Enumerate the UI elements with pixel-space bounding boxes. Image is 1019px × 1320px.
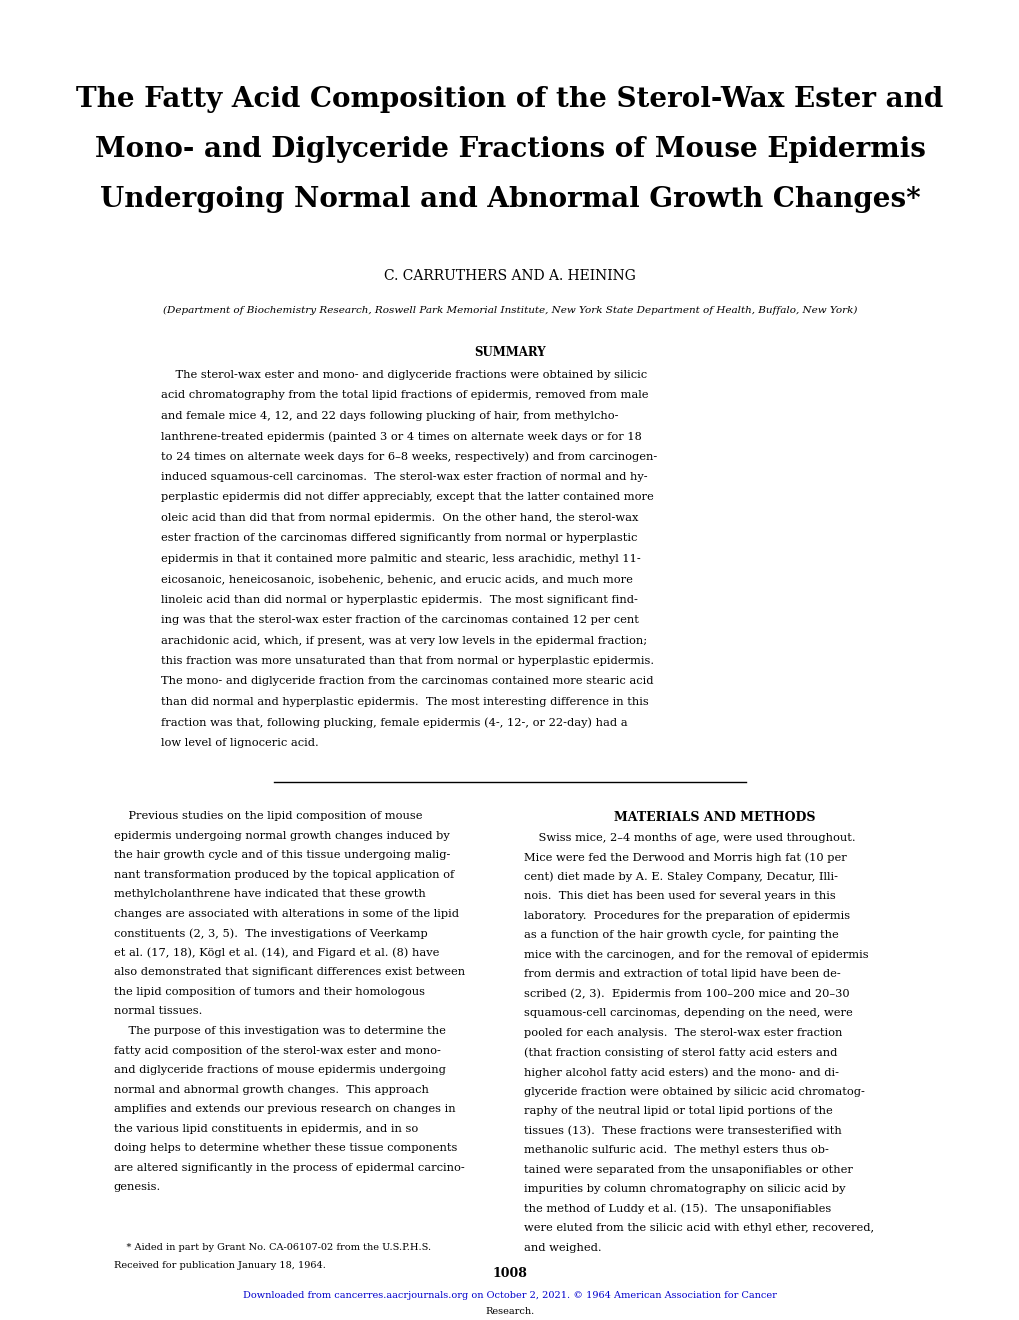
Text: arachidonic acid, which, if present, was at very low levels in the epidermal fra: arachidonic acid, which, if present, was… (161, 635, 646, 645)
Text: tained were separated from the unsaponifiables or other: tained were separated from the unsaponif… (524, 1164, 852, 1175)
Text: (that fraction consisting of sterol fatty acid esters and: (that fraction consisting of sterol fatt… (524, 1048, 837, 1059)
Text: and diglyceride fractions of mouse epidermis undergoing: and diglyceride fractions of mouse epide… (114, 1065, 445, 1074)
Text: as a function of the hair growth cycle, for painting the: as a function of the hair growth cycle, … (524, 931, 838, 940)
Text: oleic acid than did that from normal epidermis.  On the other hand, the sterol-w: oleic acid than did that from normal epi… (161, 512, 638, 523)
Text: Swiss mice, 2–4 months of age, were used throughout.: Swiss mice, 2–4 months of age, were used… (524, 833, 855, 842)
Text: the method of Luddy et al. (15).  The unsaponifiables: the method of Luddy et al. (15). The uns… (524, 1204, 830, 1214)
Text: methylcholanthrene have indicated that these growth: methylcholanthrene have indicated that t… (114, 890, 425, 899)
Text: than did normal and hyperplastic epidermis.  The most interesting difference in : than did normal and hyperplastic epiderm… (161, 697, 648, 708)
Text: Received for publication January 18, 1964.: Received for publication January 18, 196… (114, 1261, 325, 1270)
Text: doing helps to determine whether these tissue components: doing helps to determine whether these t… (114, 1143, 457, 1154)
Text: nant transformation produced by the topical application of: nant transformation produced by the topi… (114, 870, 453, 879)
Text: Research.: Research. (485, 1307, 534, 1316)
Text: scribed (2, 3).  Epidermis from 100–200 mice and 20–30: scribed (2, 3). Epidermis from 100–200 m… (524, 989, 849, 999)
Text: nois.  This diet has been used for several years in this: nois. This diet has been used for severa… (524, 891, 836, 902)
Text: fatty acid composition of the sterol-wax ester and mono-: fatty acid composition of the sterol-wax… (114, 1045, 440, 1056)
Text: C. CARRUTHERS AND A. HEINING: C. CARRUTHERS AND A. HEINING (384, 269, 635, 284)
Text: ing was that the sterol-wax ester fraction of the carcinomas contained 12 per ce: ing was that the sterol-wax ester fracti… (161, 615, 638, 626)
Text: fraction was that, following plucking, female epidermis (4-, 12-, or 22-day) had: fraction was that, following plucking, f… (161, 717, 627, 729)
Text: the various lipid constituents in epidermis, and in so: the various lipid constituents in epider… (114, 1123, 418, 1134)
Text: ester fraction of the carcinomas differed significantly from normal or hyperplas: ester fraction of the carcinomas differe… (161, 533, 637, 544)
Text: The Fatty Acid Composition of the Sterol-Wax Ester and: The Fatty Acid Composition of the Sterol… (76, 86, 943, 112)
Text: 1008: 1008 (492, 1267, 527, 1280)
Text: The mono- and diglyceride fraction from the carcinomas contained more stearic ac: The mono- and diglyceride fraction from … (161, 676, 653, 686)
Text: to 24 times on alternate week days for 6–8 weeks, respectively) and from carcino: to 24 times on alternate week days for 6… (161, 451, 656, 462)
Text: Mice were fed the Derwood and Morris high fat (10 per: Mice were fed the Derwood and Morris hig… (524, 853, 846, 863)
Text: are altered significantly in the process of epidermal carcino-: are altered significantly in the process… (114, 1163, 464, 1172)
Text: linoleic acid than did normal or hyperplastic epidermis.  The most significant f: linoleic acid than did normal or hyperpl… (161, 594, 637, 605)
Text: (Department of Biochemistry Research, Roswell Park Memorial Institute, New York : (Department of Biochemistry Research, Ro… (163, 306, 856, 315)
Text: amplifies and extends our previous research on changes in: amplifies and extends our previous resea… (114, 1104, 455, 1114)
Text: genesis.: genesis. (114, 1183, 161, 1192)
Text: epidermis in that it contained more palmitic and stearic, less arachidic, methyl: epidermis in that it contained more palm… (161, 553, 640, 564)
Text: low level of lignoceric acid.: low level of lignoceric acid. (161, 738, 318, 748)
Text: acid chromatography from the total lipid fractions of epidermis, removed from ma: acid chromatography from the total lipid… (161, 391, 648, 400)
Text: and female mice 4, 12, and 22 days following plucking of hair, from methylcho-: and female mice 4, 12, and 22 days follo… (161, 411, 618, 421)
Text: epidermis undergoing normal growth changes induced by: epidermis undergoing normal growth chang… (114, 830, 449, 841)
Text: higher alcohol fatty acid esters) and the mono- and di-: higher alcohol fatty acid esters) and th… (524, 1067, 839, 1077)
Text: squamous-cell carcinomas, depending on the need, were: squamous-cell carcinomas, depending on t… (524, 1008, 852, 1019)
Text: Undergoing Normal and Abnormal Growth Changes*: Undergoing Normal and Abnormal Growth Ch… (100, 186, 919, 213)
Text: MATERIALS AND METHODS: MATERIALS AND METHODS (613, 810, 815, 824)
Text: normal and abnormal growth changes.  This approach: normal and abnormal growth changes. This… (114, 1085, 428, 1094)
Text: cent) diet made by A. E. Staley Company, Decatur, Illi-: cent) diet made by A. E. Staley Company,… (524, 871, 838, 882)
Text: mice with the carcinogen, and for the removal of epidermis: mice with the carcinogen, and for the re… (524, 950, 868, 960)
Text: Downloaded from cancerres.aacrjournals.org on October 2, 2021. © 1964 American A: Downloaded from cancerres.aacrjournals.o… (243, 1291, 776, 1300)
Text: laboratory.  Procedures for the preparation of epidermis: laboratory. Procedures for the preparati… (524, 911, 850, 921)
Text: raphy of the neutral lipid or total lipid portions of the: raphy of the neutral lipid or total lipi… (524, 1106, 833, 1117)
Text: impurities by column chromatography on silicic acid by: impurities by column chromatography on s… (524, 1184, 845, 1195)
Text: eicosanoic, heneicosanoic, isobehenic, behenic, and erucic acids, and much more: eicosanoic, heneicosanoic, isobehenic, b… (161, 574, 632, 585)
Text: perplastic epidermis did not differ appreciably, except that the latter containe: perplastic epidermis did not differ appr… (161, 492, 653, 503)
Text: the lipid composition of tumors and their homologous: the lipid composition of tumors and thei… (114, 987, 425, 997)
Text: constituents (2, 3, 5).  The investigations of Veerkamp: constituents (2, 3, 5). The investigatio… (114, 928, 427, 939)
Text: The sterol-wax ester and mono- and diglyceride fractions were obtained by silici: The sterol-wax ester and mono- and digly… (161, 370, 646, 380)
Text: Previous studies on the lipid composition of mouse: Previous studies on the lipid compositio… (114, 810, 422, 821)
Text: from dermis and extraction of total lipid have been de-: from dermis and extraction of total lipi… (524, 969, 840, 979)
Text: The purpose of this investigation was to determine the: The purpose of this investigation was to… (114, 1026, 445, 1036)
Text: changes are associated with alterations in some of the lipid: changes are associated with alterations … (114, 908, 459, 919)
Text: were eluted from the silicic acid with ethyl ether, recovered,: were eluted from the silicic acid with e… (524, 1224, 873, 1233)
Text: methanolic sulfuric acid.  The methyl esters thus ob-: methanolic sulfuric acid. The methyl est… (524, 1146, 828, 1155)
Text: this fraction was more unsaturated than that from normal or hyperplastic epiderm: this fraction was more unsaturated than … (161, 656, 653, 667)
Text: glyceride fraction were obtained by silicic acid chromatog-: glyceride fraction were obtained by sili… (524, 1086, 864, 1097)
Text: Mono- and Diglyceride Fractions of Mouse Epidermis: Mono- and Diglyceride Fractions of Mouse… (95, 136, 924, 162)
Text: * Aided in part by Grant No. CA-06107-02 from the U.S.P.H.S.: * Aided in part by Grant No. CA-06107-02… (114, 1243, 431, 1253)
Text: and weighed.: and weighed. (524, 1243, 601, 1253)
Text: et al. (17, 18), Kögl et al. (14), and Figard et al. (8) have: et al. (17, 18), Kögl et al. (14), and F… (114, 948, 439, 958)
Text: SUMMARY: SUMMARY (474, 346, 545, 359)
Text: the hair growth cycle and of this tissue undergoing malig-: the hair growth cycle and of this tissue… (114, 850, 449, 861)
Text: pooled for each analysis.  The sterol-wax ester fraction: pooled for each analysis. The sterol-wax… (524, 1028, 842, 1038)
Text: normal tissues.: normal tissues. (114, 1006, 202, 1016)
Text: tissues (13).  These fractions were transesterified with: tissues (13). These fractions were trans… (524, 1126, 841, 1137)
Text: lanthrene-treated epidermis (painted 3 or 4 times on alternate week days or for : lanthrene-treated epidermis (painted 3 o… (161, 430, 641, 442)
Text: also demonstrated that significant differences exist between: also demonstrated that significant diffe… (114, 968, 465, 977)
Text: induced squamous-cell carcinomas.  The sterol-wax ester fraction of normal and h: induced squamous-cell carcinomas. The st… (161, 471, 647, 482)
